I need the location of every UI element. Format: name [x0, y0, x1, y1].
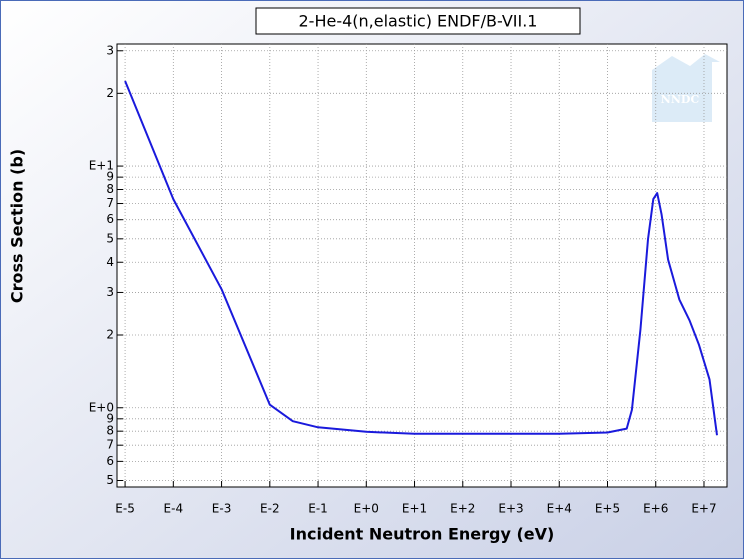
- y-tick-label: 5: [106, 473, 114, 487]
- x-axis-label: Incident Neutron Energy (eV): [290, 525, 555, 544]
- y-axis-label: Cross Section (b): [8, 149, 27, 303]
- logo: NNDC: [652, 54, 720, 122]
- y-tick-label: 4: [106, 255, 114, 269]
- y-tick-label: 2: [106, 328, 114, 342]
- watermark: NNDC: [661, 93, 700, 106]
- x-tick-label: E-1: [308, 502, 328, 516]
- y-tick-label: 7: [106, 196, 114, 210]
- x-tick-label: E-4: [164, 502, 184, 516]
- y-tick-label: E+0: [89, 400, 114, 414]
- y-tick-label: 2: [106, 86, 114, 100]
- y-tick-label: 3: [106, 285, 114, 299]
- title-box: [255, 7, 581, 35]
- y-tick-label: 9: [106, 411, 114, 425]
- x-tick-label: E+2: [450, 502, 475, 516]
- y-tick-label: 8: [106, 182, 114, 196]
- plot-area: [116, 43, 728, 488]
- x-tick-label: E-2: [260, 502, 280, 516]
- x-tick-label: E+0: [354, 502, 379, 516]
- y-tick-label: 6: [106, 212, 114, 226]
- y-tick-label: 7: [106, 438, 114, 452]
- y-tick-label: 3: [106, 43, 114, 57]
- y-tick-label: 8: [106, 424, 114, 438]
- y-tick-label: 6: [106, 454, 114, 468]
- x-tick-label: E+4: [547, 502, 572, 516]
- x-tick-label: E+7: [691, 502, 716, 516]
- x-tick-label: E-3: [212, 502, 232, 516]
- x-tick-label: E+6: [643, 502, 668, 516]
- x-tick-label: E+1: [402, 502, 427, 516]
- x-tick-label: E+3: [498, 502, 523, 516]
- chart-title: 2-He-4(n,elastic) ENDF/B-VII.1: [299, 12, 538, 31]
- y-tick-label: E+1: [89, 159, 114, 173]
- y-tick-label: 5: [106, 231, 114, 245]
- x-tick-label: E-5: [115, 502, 135, 516]
- x-tick-label: E+5: [595, 502, 620, 516]
- line: [124, 80, 718, 436]
- y-tick-label: 9: [106, 170, 114, 184]
